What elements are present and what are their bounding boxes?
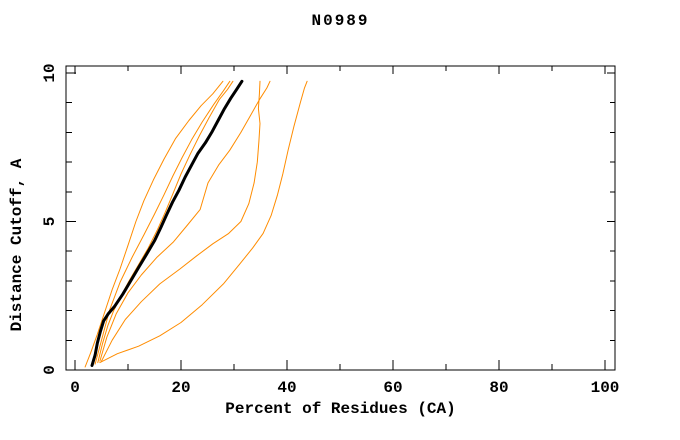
x-tick-label: 20 [171,379,190,397]
chart-title: N0989 [311,12,370,30]
orange-curve-3-line [97,80,234,364]
orange-curve-6-line [99,80,308,364]
orange-curve-4-line [99,80,271,362]
x-tick-label: 0 [70,379,80,397]
x-axis-title: Percent of Residues (CA) [225,400,456,418]
orange-curve-2-line [94,80,231,365]
x-tick-label: 60 [383,379,402,397]
y-tick-label: 5 [41,217,59,227]
black-main-curve-line [90,79,244,367]
y-tick-label: 10 [41,63,59,82]
x-tick-label: 80 [489,379,508,397]
orange-curve-1-line [84,80,224,368]
x-tick-label: 40 [277,379,296,397]
y-tick-label: 0 [41,365,59,375]
plot-frame [65,65,616,371]
orange-curve-5-line [101,80,261,362]
x-tick-label: 100 [591,379,620,397]
